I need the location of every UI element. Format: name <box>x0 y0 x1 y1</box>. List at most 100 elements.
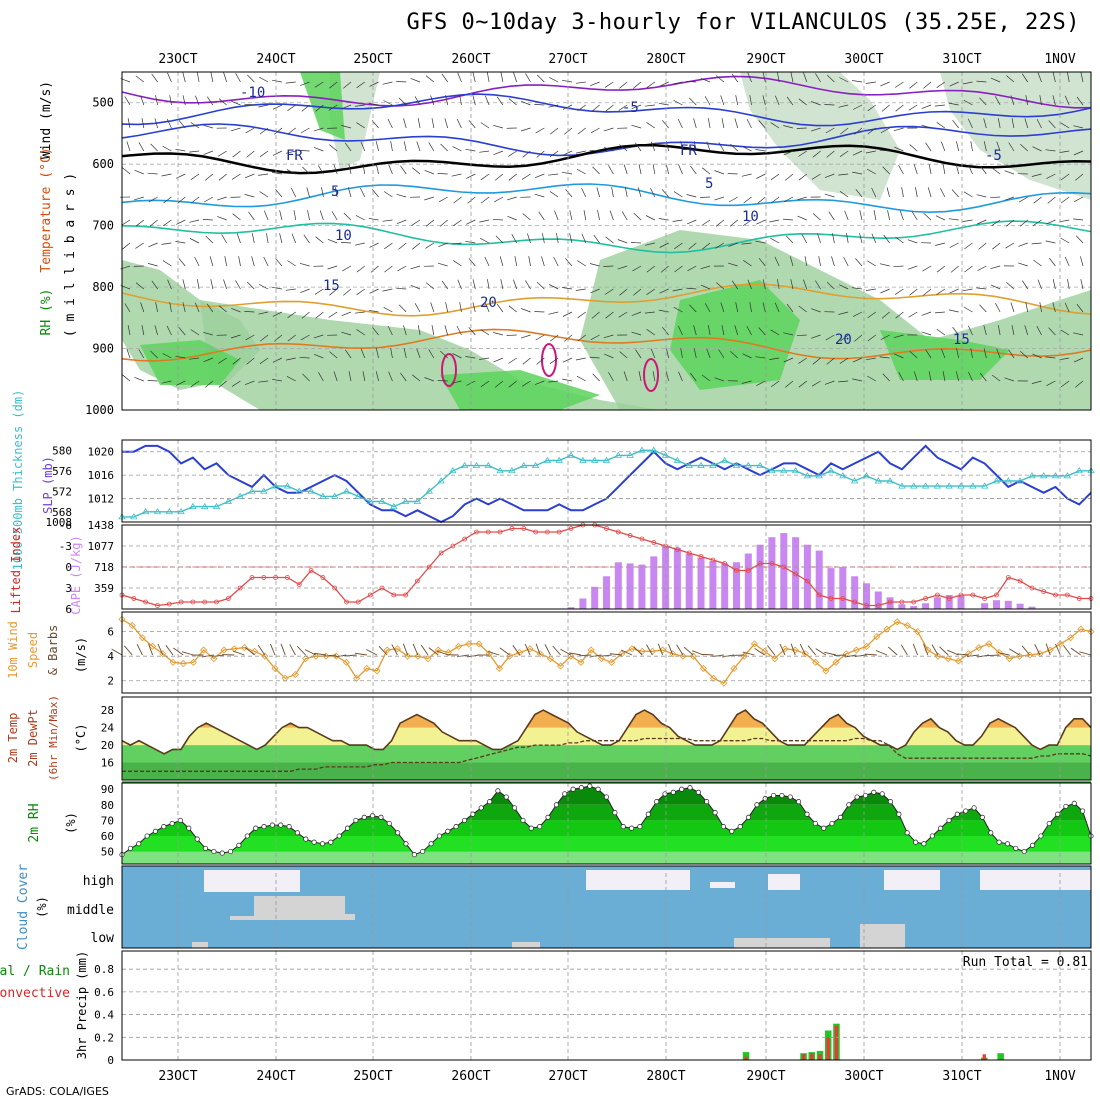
wind-barb <box>387 118 393 129</box>
wind-barb <box>287 127 296 135</box>
wind-barb <box>807 645 816 656</box>
wind-barb <box>1052 95 1056 106</box>
wind-barb <box>867 311 877 319</box>
rh-marker <box>553 802 559 808</box>
wind-barb <box>218 380 227 388</box>
wind-barb <box>218 173 227 181</box>
wind-barb <box>701 167 711 175</box>
contour-label: 20 <box>480 295 497 311</box>
rh-marker <box>1021 848 1027 855</box>
wind-barb <box>652 164 656 175</box>
cape-tick-label: 359 <box>94 582 114 595</box>
rh-marker <box>771 792 777 799</box>
wind-barb <box>758 120 766 129</box>
lifted-index-marker <box>166 601 172 607</box>
wind-barb <box>472 72 476 83</box>
rh-marker <box>679 786 685 792</box>
wind-barb <box>1033 219 1042 226</box>
wind-barb <box>1080 256 1084 267</box>
wind-barb <box>479 219 490 223</box>
wind-barb <box>735 95 739 106</box>
wind-barb <box>662 120 669 129</box>
wind-barb <box>749 95 752 106</box>
wind-barb <box>300 288 310 294</box>
wind-barb <box>178 327 186 336</box>
wind-barb <box>439 219 448 227</box>
wind-barb <box>665 141 669 152</box>
wind-barb <box>248 211 255 221</box>
wind-barb <box>127 118 131 129</box>
lifted-index-marker <box>533 529 538 535</box>
wind-barb <box>453 219 462 227</box>
wind-barb <box>810 334 821 339</box>
wind-speed-marker <box>179 659 187 668</box>
wind-barb <box>548 104 559 108</box>
wind-speed-marker <box>261 652 269 660</box>
thickness-marker <box>673 456 682 463</box>
wind-barb <box>484 95 490 106</box>
lifted-index-marker <box>864 603 869 608</box>
wind-barb <box>251 256 255 267</box>
thickness-marker <box>224 497 233 504</box>
wind-barb <box>286 169 296 175</box>
x-tick-label-bottom: 27OCT <box>548 1069 587 1084</box>
wind-barb <box>493 150 504 156</box>
wind-barb <box>687 265 697 272</box>
rh-marker <box>971 805 977 811</box>
wind-barb <box>492 218 503 221</box>
wind-barb <box>866 168 876 175</box>
wind-barb <box>762 72 766 83</box>
pressure-tick-label: 1000 <box>85 403 114 417</box>
wind-barb <box>122 167 131 175</box>
wind-barb <box>658 309 669 313</box>
wind-barb <box>583 210 587 221</box>
wind-barb <box>991 219 1001 226</box>
wind-barb <box>138 142 145 152</box>
wind-barb <box>319 210 324 221</box>
wind-barb <box>996 141 1001 152</box>
wind-barb <box>354 311 365 314</box>
wind-barb <box>811 380 821 387</box>
wind-barb <box>700 284 711 290</box>
rh-marker <box>461 817 468 823</box>
wind-speed-marker <box>444 648 452 657</box>
wind-barb <box>855 258 863 267</box>
wind-barb <box>400 165 407 175</box>
thickness-marker <box>390 502 398 510</box>
wind-barb <box>196 279 200 290</box>
wind-barb <box>151 73 158 83</box>
wind-barb <box>645 242 655 246</box>
wind-barb <box>785 380 794 388</box>
wind-speed-marker <box>689 652 697 660</box>
wind-barb <box>354 652 367 656</box>
y-label-temp: 2m Temp <box>6 713 20 764</box>
wind-barb <box>887 210 890 221</box>
wind-barb <box>513 72 518 83</box>
rh-marker <box>687 785 693 791</box>
wind-barb <box>854 127 863 135</box>
wind-speed-marker <box>353 674 361 682</box>
wind-barb <box>307 210 310 221</box>
wind-barb <box>715 219 725 227</box>
cape-bar <box>614 562 622 609</box>
wind-barb <box>121 219 131 226</box>
wind-barb <box>348 371 352 382</box>
rh-marker <box>344 825 351 831</box>
thickness-marker <box>590 456 599 463</box>
thickness-marker <box>827 466 835 474</box>
cape-bar <box>768 537 776 609</box>
wind-barb <box>493 357 504 363</box>
wind-barb <box>441 73 448 83</box>
wind-barb <box>154 118 158 129</box>
wind-barb <box>1073 125 1084 129</box>
wind-barb <box>472 279 476 290</box>
wind-barb <box>520 334 531 339</box>
thickness-marker <box>354 492 363 499</box>
wind-barb <box>167 72 172 83</box>
wind-barb <box>608 165 614 175</box>
wind-barb <box>565 189 573 198</box>
lifted-index-marker <box>474 529 479 535</box>
rh-marker <box>177 817 184 823</box>
